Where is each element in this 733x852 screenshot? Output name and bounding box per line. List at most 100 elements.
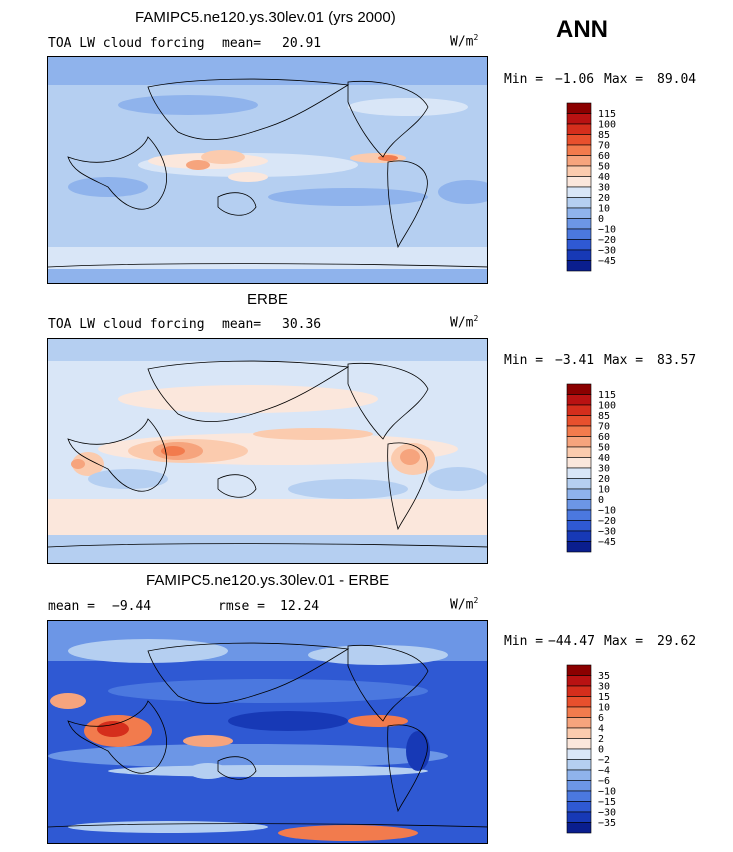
colorbar-box [566, 134, 592, 146]
colorbar-box [566, 446, 592, 458]
units-exp: 2 [473, 314, 479, 323]
colorbar-box [566, 144, 592, 156]
colorbar-level-label: −20 [598, 235, 616, 246]
panel2-map [47, 338, 488, 564]
panel1-map [47, 56, 488, 284]
colorbar-level-label: 0 [598, 214, 604, 225]
panel3-map-svg [48, 621, 487, 843]
colorbar-level-label: −30 [598, 527, 616, 538]
colorbar-box [566, 717, 592, 729]
colorbar-box [566, 790, 592, 802]
colorbar-box [566, 102, 592, 114]
colorbar-box [566, 748, 592, 760]
colorbar-box [566, 696, 592, 708]
colorbar-box [566, 488, 592, 500]
panel2-units: W/m2 [450, 314, 478, 330]
colorbar-level-label: 85 [598, 130, 610, 141]
panel1-map-svg [48, 57, 487, 283]
colorbar-box [566, 467, 592, 479]
colorbar-box [566, 249, 592, 261]
colorbar-box [566, 478, 592, 490]
colorbar-level-label: −2 [598, 755, 610, 766]
colorbar-box [566, 123, 592, 135]
colorbar-box [566, 685, 592, 697]
panel2-title: ERBE [247, 291, 288, 308]
colorbar-level-label: 100 [598, 401, 616, 412]
colorbar-box [566, 499, 592, 511]
colorbar-level-label: −10 [598, 506, 616, 517]
colorbar-box [566, 530, 592, 542]
colorbar-box [566, 436, 592, 448]
colorbar-box [566, 769, 592, 781]
colorbar-level-label: −6 [598, 776, 610, 787]
colorbar-box [566, 165, 592, 177]
colorbar-level-label: −10 [598, 225, 616, 236]
units-exp: 2 [473, 33, 479, 42]
colorbar-box [566, 520, 592, 532]
colorbar-level-label: 10 [598, 703, 610, 714]
panel2-max-value: 83.57 [657, 353, 697, 368]
units-base: W/m [450, 34, 474, 50]
panel3-map [47, 620, 488, 844]
colorbar-level-label: 30 [598, 464, 610, 475]
panel3-min-label: Min = [504, 634, 544, 649]
colorbar-level-label: −15 [598, 797, 616, 808]
panel1-title: FAMIPC5.ne120.ys.30lev.01 (yrs 2000) [135, 9, 396, 26]
panel2-mean-value: 30.36 [282, 317, 322, 332]
colorbar-level-label: −45 [598, 256, 616, 267]
colorbar-box [566, 415, 592, 427]
panel3-rmse-label: rmse = [218, 599, 265, 614]
colorbar-level-label: 0 [598, 745, 604, 756]
panel2-map-svg [48, 339, 487, 563]
colorbar-level-label: 70 [598, 422, 610, 433]
colorbar-box [566, 706, 592, 718]
colorbar-box [566, 759, 592, 771]
units-base: W/m [450, 315, 474, 331]
colorbar-box [566, 664, 592, 676]
colorbar-level-label: 20 [598, 474, 610, 485]
colorbar-level-label: 50 [598, 162, 610, 173]
colorbar-box [566, 457, 592, 469]
panel3-title: FAMIPC5.ne120.ys.30lev.01 - ERBE [146, 572, 390, 589]
colorbar-box [566, 186, 592, 198]
colorbar-box [566, 176, 592, 188]
panel1-max-value: 89.04 [657, 72, 697, 87]
colorbar-level-label: 60 [598, 151, 610, 162]
colorbar-level-label: 6 [598, 713, 604, 724]
colorbar-box [566, 541, 592, 553]
panel1-max-label: Max = [604, 72, 644, 87]
colorbar-level-label: −35 [598, 818, 616, 829]
season-label: ANN [556, 16, 608, 43]
colorbar-level-label: 20 [598, 193, 610, 204]
colorbar-box [566, 239, 592, 251]
panel1-min-label: Min = [504, 72, 544, 87]
colorbar-level-label: −30 [598, 246, 616, 257]
colorbar-level-label: −10 [598, 787, 616, 798]
colorbar-level-label: 0 [598, 495, 604, 506]
panel3-mean-value: −9.44 [112, 599, 152, 614]
panel2-max-label: Max = [604, 353, 644, 368]
colorbar-level-label: 40 [598, 453, 610, 464]
colorbar-level-label: 35 [598, 671, 610, 682]
colorbar-box [566, 811, 592, 823]
colorbar-box [566, 738, 592, 750]
colorbar-box [566, 509, 592, 521]
colorbar-level-label: 85 [598, 411, 610, 422]
colorbar-box [566, 404, 592, 416]
colorbar-box [566, 260, 592, 272]
panel2-min-label: Min = [504, 353, 544, 368]
colorbar-level-label: 30 [598, 682, 610, 693]
panel3-units: W/m2 [450, 596, 478, 612]
colorbar-level-label: 15 [598, 692, 610, 703]
panel2-mean-label: mean= [222, 317, 262, 332]
panel3-min-value: −44.47 [548, 634, 595, 649]
colorbar-level-label: −20 [598, 516, 616, 527]
colorbar-box [566, 207, 592, 219]
colorbar-level-label: 115 [598, 109, 616, 120]
colorbar-box [566, 727, 592, 739]
units-exp: 2 [473, 596, 479, 605]
panel1-min-value: −1.06 [555, 72, 595, 87]
colorbar-level-label: 40 [598, 172, 610, 183]
